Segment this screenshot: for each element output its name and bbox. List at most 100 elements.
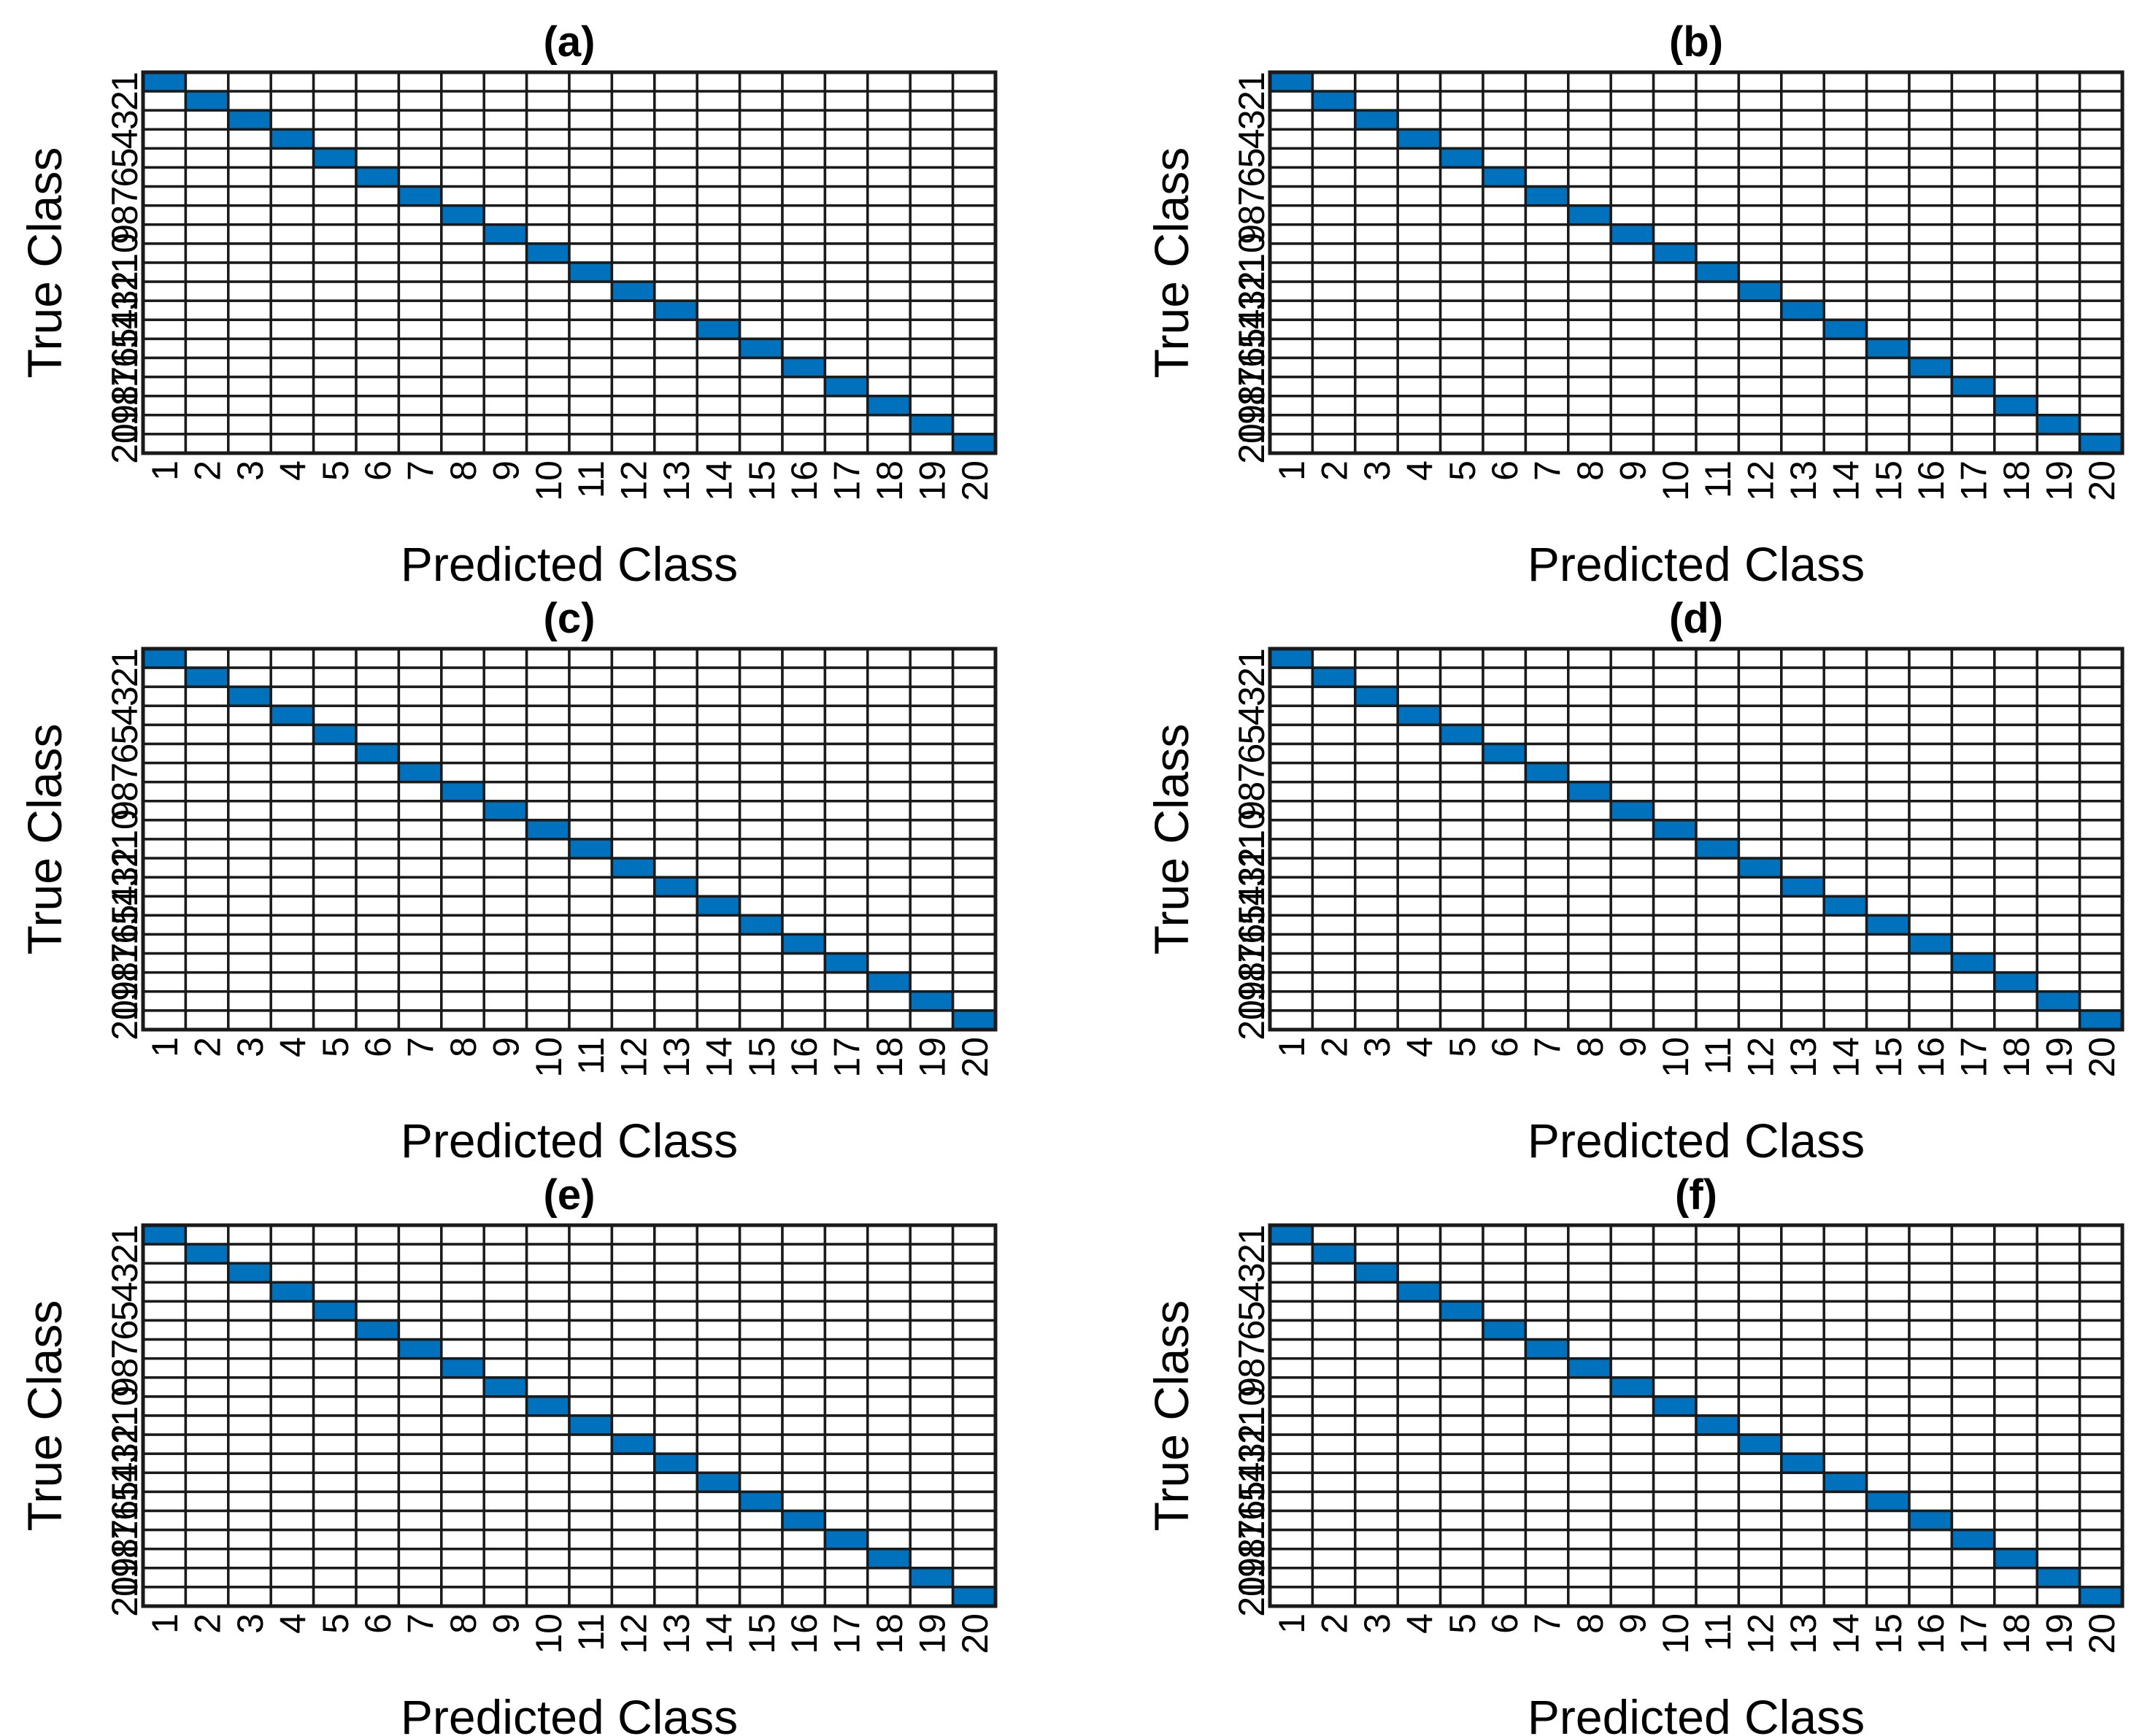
matrix-cell-r16-c8: [440, 1509, 485, 1532]
matrix-cell-r9-c10: [525, 800, 571, 822]
matrix-cell-r11-c5: [1438, 1414, 1484, 1436]
matrix-cell-r5-c16: [781, 1300, 827, 1322]
matrix-cell-r12-c15: [738, 857, 784, 879]
matrix-cell-r7-c13: [1780, 185, 1825, 207]
y-tick-label: 10: [1231, 233, 1272, 274]
matrix-cell-r5-c9: [482, 723, 528, 746]
matrix-cell-r3-c20: [951, 109, 997, 131]
matrix-cell-r1-c11: [1695, 1224, 1741, 1246]
matrix-cell-r10-c4: [1396, 1395, 1442, 1417]
matrix-cell-r20-c15: [738, 1009, 784, 1031]
matrix-cell-r10-c11: [1695, 819, 1741, 841]
matrix-cell-r19-c2: [1311, 990, 1357, 1012]
matrix-cell-r10-c4: [269, 819, 315, 841]
matrix-cell-r5-c11: [1695, 723, 1741, 746]
matrix-cell-r20-c5: [312, 1009, 358, 1031]
matrix-cell-r2-c3: [1354, 666, 1399, 688]
matrix-cell-r16-c20: [2078, 1509, 2124, 1532]
matrix-cell-r18-c4: [1396, 971, 1442, 993]
matrix-cell-r1-c8: [440, 1224, 485, 1246]
matrix-cell-r15-c19: [909, 1490, 955, 1513]
matrix-cell-r1-c20: [951, 71, 997, 93]
matrix-cell-r9-c20: [2078, 1376, 2124, 1398]
y-tick-label: 10: [104, 233, 145, 274]
x-tick-label: 14: [1825, 1613, 1866, 1654]
matrix-cell-r7-c8: [1567, 1338, 1612, 1360]
matrix-cell-r15-c13: [1780, 337, 1825, 360]
matrix-cell-r6-c1: [142, 1319, 188, 1341]
matrix-cell-r11-c3: [1354, 261, 1399, 283]
matrix-cell-r8-c17: [823, 780, 869, 803]
matrix-cell-r10-c11: [1695, 242, 1741, 264]
matrix-cell-r13-c14: [696, 299, 742, 322]
x-tick-label: 20: [2081, 1613, 2122, 1654]
matrix-cell-r5-c18: [866, 723, 912, 746]
matrix-cell-r13-c15: [738, 299, 784, 322]
matrix-cell-r1-c20: [2078, 647, 2124, 669]
y-tick-label: 10: [1231, 809, 1272, 850]
matrix-cell-r4-c2: [184, 704, 230, 727]
matrix-cell-r15-c11: [568, 337, 614, 360]
matrix-cell-r3-c11: [1695, 1262, 1741, 1284]
matrix-cell-r14-c13: [1780, 895, 1825, 917]
matrix-cell-r1-c7: [397, 71, 443, 93]
x-tick-label: 3: [1357, 1037, 1398, 1057]
matrix-cell-r9-c6: [355, 800, 401, 822]
matrix-cell-r12-c8: [1567, 280, 1612, 302]
matrix-cell-r12-c11: [1695, 280, 1741, 302]
matrix-cell-r7-c9: [482, 761, 528, 784]
matrix-cell-r10-c15: [1865, 819, 1911, 841]
matrix-cell-r18-c13: [653, 971, 698, 993]
diagonal-cell-r13-c13: [653, 1452, 698, 1475]
matrix-cell-r20-c11: [1695, 1009, 1741, 1031]
matrix-cell-r11-c4: [1396, 261, 1442, 283]
matrix-cell-r10-c16: [781, 819, 827, 841]
matrix-cell-r15-c20: [951, 914, 997, 936]
matrix-cell-r13-c11: [568, 876, 614, 898]
matrix-cell-r6-c14: [696, 742, 742, 765]
matrix-cell-r11-c17: [1950, 1414, 1996, 1436]
diagonal-cell-r9-c9: [1609, 800, 1655, 822]
matrix-cell-r6-c12: [1737, 1319, 1783, 1341]
matrix-cell-r10-c7: [1524, 1395, 1570, 1417]
matrix-cell-r5-c19: [2035, 1300, 2081, 1322]
matrix-cell-r7-c5: [312, 761, 358, 784]
x-tick-label: 20: [955, 1037, 995, 1078]
matrix-cell-r14-c13: [653, 895, 698, 917]
matrix-cell-r14-c9: [482, 318, 528, 341]
matrix-cell-r7-c9: [1609, 761, 1655, 784]
matrix-cell-r18-c3: [1354, 1547, 1399, 1570]
matrix-cell-r9-c11: [1695, 1376, 1741, 1398]
matrix-cell-r3-c16: [781, 685, 827, 708]
matrix-cell-r19-c9: [1609, 1567, 1655, 1589]
matrix-cell-r1-c4: [1396, 71, 1442, 93]
diagonal-cell-r8-c8: [1567, 780, 1612, 803]
matrix-cell-r14-c18: [866, 895, 912, 917]
matrix-cell-r6-c12: [610, 1319, 656, 1341]
matrix-cell-r4-c17: [1950, 1281, 1996, 1303]
matrix-cell-r7-c1: [1268, 185, 1314, 207]
matrix-cell-r15-c19: [2035, 337, 2081, 360]
y-tick-label: 5: [104, 725, 145, 745]
matrix-cell-r1-c3: [227, 1224, 272, 1246]
matrix-cell-r20-c7: [1524, 1009, 1570, 1031]
matrix-cell-r17-c7: [1524, 1528, 1570, 1551]
matrix-cell-r20-c9: [1609, 1009, 1655, 1031]
matrix-cell-r10-c11: [568, 1395, 614, 1417]
matrix-cell-r1-c5: [1438, 647, 1484, 669]
matrix-cell-r16-c12: [610, 1509, 656, 1532]
matrix-cell-r12-c2: [184, 1433, 230, 1455]
matrix-cell-r4-c5: [312, 704, 358, 727]
matrix-cell-r3-c16: [781, 109, 827, 131]
matrix-cell-r15-c10: [1652, 914, 1698, 936]
diagonal-cell-r8-c8: [440, 780, 485, 803]
matrix-cell-r2-c6: [1482, 1243, 1528, 1265]
matrix-cell-r18-c3: [227, 1547, 272, 1570]
x-tick-label: 12: [614, 1613, 655, 1654]
matrix-cell-r11-c8: [1567, 1414, 1612, 1436]
diagonal-cell-r16-c16: [1908, 933, 1954, 955]
matrix-cell-r15-c19: [2035, 914, 2081, 936]
x-tick-label: 3: [230, 1037, 271, 1057]
matrix-cell-r18-c5: [1438, 1547, 1484, 1570]
